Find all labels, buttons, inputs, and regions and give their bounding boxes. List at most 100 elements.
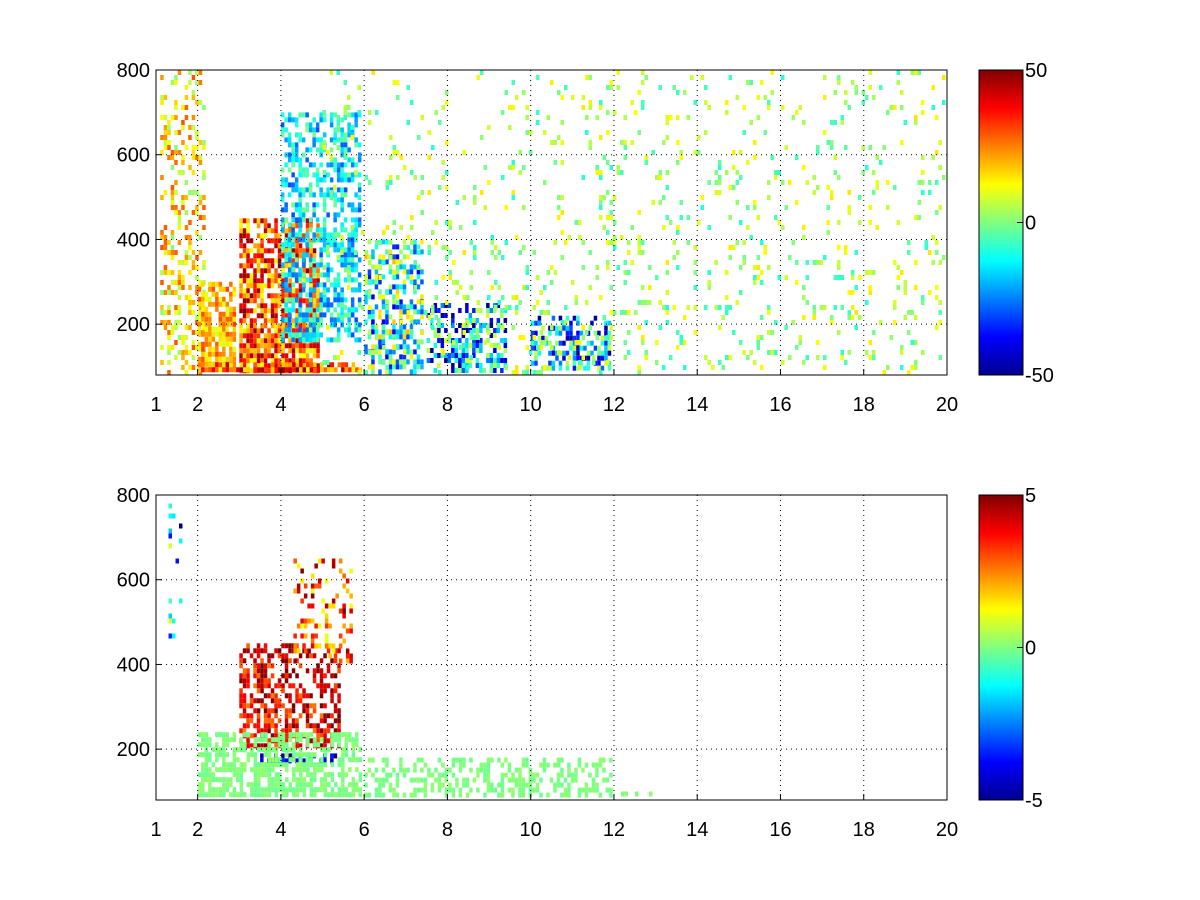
heatmap-cell <box>558 315 563 321</box>
heatmap-cell <box>333 703 338 709</box>
heatmap-cell <box>293 633 297 639</box>
heatmap-cell <box>396 150 400 155</box>
heatmap-cell <box>236 772 240 778</box>
heatmap-cell <box>309 273 313 279</box>
heatmap-cell <box>285 747 289 753</box>
heatmap-cell <box>468 358 473 363</box>
heatmap-cell <box>637 90 641 95</box>
heatmap-cell <box>861 170 865 175</box>
heatmap-cell <box>433 343 438 348</box>
heatmap-cell <box>707 280 711 285</box>
heatmap-cell <box>260 362 265 368</box>
heatmap-cell <box>333 277 337 283</box>
heatmap-cell <box>392 359 396 365</box>
heatmap-cell <box>560 95 564 100</box>
heatmap-cell <box>267 283 271 289</box>
heatmap-cell <box>211 362 216 368</box>
heatmap-cell <box>381 294 386 300</box>
heatmap-cell <box>735 240 739 245</box>
heatmap-cell <box>270 293 275 299</box>
heatmap-cell <box>382 230 386 235</box>
heatmap-cell <box>239 688 243 694</box>
heatmap-cell <box>280 227 285 233</box>
heatmap-cell <box>201 767 205 773</box>
heatmap-cell <box>167 120 171 125</box>
heatmap-cell <box>295 643 299 649</box>
heatmap-cell <box>280 222 285 228</box>
heatmap-cell <box>274 762 279 768</box>
heatmap-cell <box>343 297 348 303</box>
heatmap-cell <box>521 782 526 788</box>
heatmap-cell <box>239 713 243 719</box>
heatmap-cell <box>271 777 275 783</box>
heatmap-cell <box>350 177 355 183</box>
heatmap-cell <box>875 225 879 230</box>
heatmap-cell <box>181 140 185 145</box>
heatmap-cell <box>406 344 410 350</box>
heatmap-cell <box>278 757 282 763</box>
heatmap-cell <box>676 250 680 255</box>
heatmap-cell <box>295 223 299 229</box>
heatmap-cell <box>298 683 303 689</box>
heatmap-cell <box>358 787 363 793</box>
heatmap-cell <box>330 792 335 798</box>
heatmap-cell <box>343 177 348 183</box>
heatmap-cell <box>539 310 543 315</box>
x-tick-label: 4 <box>275 819 286 841</box>
heatmap-cell <box>399 249 403 255</box>
heatmap-cell <box>399 334 403 340</box>
heatmap-cell <box>770 90 774 95</box>
heatmap-cell <box>623 155 627 160</box>
heatmap-cell <box>249 348 254 354</box>
heatmap-cell <box>344 747 349 753</box>
heatmap-cell <box>197 732 202 738</box>
heatmap-cell <box>496 363 501 368</box>
heatmap-cell <box>437 772 442 778</box>
heatmap-cell <box>249 713 254 719</box>
heatmap-cell <box>201 281 205 287</box>
heatmap-cell <box>211 351 216 357</box>
heatmap-cell <box>191 190 196 195</box>
heatmap-cell <box>928 190 932 195</box>
heatmap-cell <box>160 95 164 100</box>
heatmap-cell <box>301 312 306 318</box>
heatmap-cell <box>607 320 612 326</box>
heatmap-cell <box>655 175 659 180</box>
heatmap-cell <box>651 150 655 155</box>
heatmap-cell <box>242 693 247 699</box>
heatmap-cell <box>388 284 393 290</box>
heatmap-cell <box>184 115 189 120</box>
heatmap-cell <box>239 792 244 798</box>
heatmap-cell <box>257 777 261 783</box>
heatmap-cell <box>202 325 206 330</box>
heatmap-cell <box>201 356 205 362</box>
heatmap-cell <box>500 762 505 768</box>
heatmap-cell <box>417 135 421 140</box>
heatmap-cell <box>310 618 315 624</box>
heatmap-cell <box>256 678 261 684</box>
heatmap-cell <box>830 120 834 125</box>
heatmap-cell <box>658 175 662 180</box>
heatmap-cell <box>305 317 309 323</box>
heatmap-cell <box>163 310 168 315</box>
heatmap-cell <box>637 245 641 250</box>
heatmap-cell <box>350 112 355 118</box>
heatmap-cell <box>160 320 164 325</box>
heatmap-cell <box>278 362 282 368</box>
heatmap-cell <box>648 300 652 305</box>
heatmap-cell <box>305 122 309 128</box>
heatmap-cell <box>242 318 247 324</box>
heatmap-cell <box>433 368 438 373</box>
heatmap-cell <box>285 752 289 758</box>
heatmap-cell <box>447 333 452 338</box>
heatmap-cell <box>410 330 414 335</box>
heatmap-cell <box>291 248 296 254</box>
heatmap-cell <box>280 242 285 248</box>
heatmap-cell <box>242 723 247 729</box>
heatmap-cell <box>900 345 904 350</box>
heatmap-cell <box>917 180 921 185</box>
heatmap-cell <box>451 363 455 368</box>
heatmap-cell <box>256 718 261 724</box>
heatmap-cell <box>340 177 344 183</box>
heatmap-cell <box>280 112 285 118</box>
